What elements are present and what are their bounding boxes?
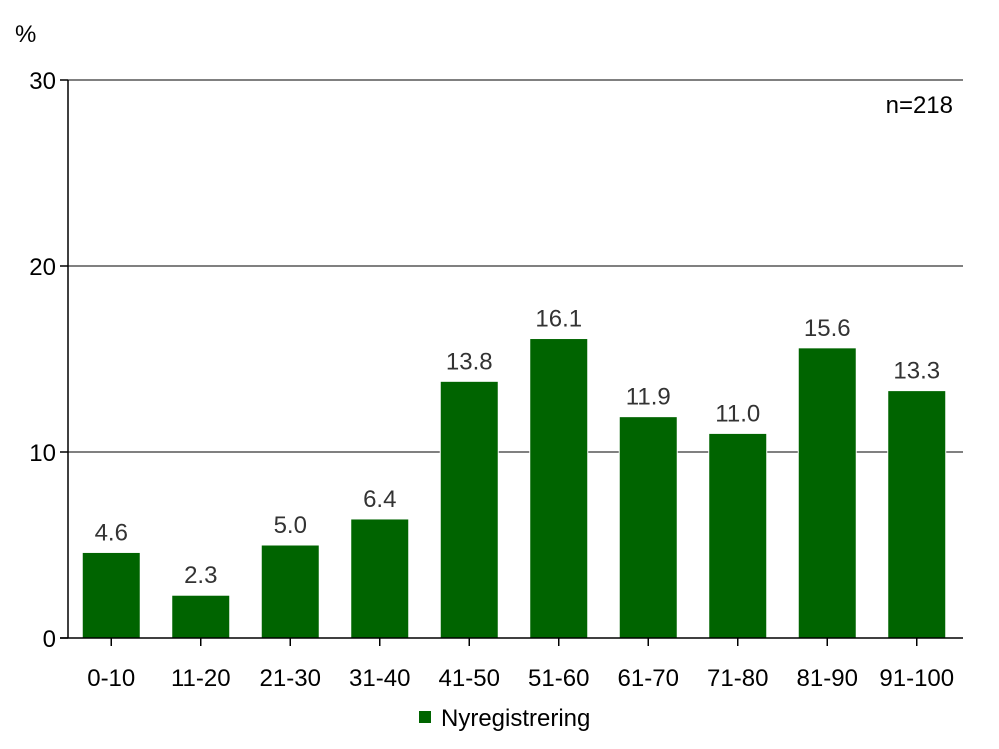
bar bbox=[708, 432, 768, 639]
bar bbox=[797, 347, 857, 639]
bar-value-label: 13.3 bbox=[893, 358, 940, 385]
bar-value-label: 13.8 bbox=[446, 348, 493, 375]
bar-value-label: 11.9 bbox=[626, 384, 671, 411]
bar-value-label: 11.0 bbox=[715, 400, 760, 427]
bar-value-label: 4.6 bbox=[95, 519, 128, 546]
bar-value-label: 15.6 bbox=[804, 315, 851, 342]
bar bbox=[887, 390, 947, 639]
x-tick-label: 81-90 bbox=[797, 665, 858, 692]
legend-swatch bbox=[419, 711, 431, 723]
y-axis-label: % bbox=[15, 21, 36, 48]
x-axis-ticks: 0-10 11-20 21-30 31-40 41-50 51-60 61-70 71-80 8… bbox=[87, 638, 954, 692]
bar bbox=[350, 518, 410, 639]
bar bbox=[439, 380, 499, 639]
bar bbox=[260, 544, 320, 639]
y-tick-label: 20 bbox=[29, 254, 56, 281]
y-tick-label: 30 bbox=[29, 68, 56, 95]
bar bbox=[81, 551, 141, 639]
y-axis-ticks: 0 10 20 30 bbox=[29, 68, 68, 653]
x-tick-label: 61-70 bbox=[618, 665, 679, 692]
bar-value-label: 16.1 bbox=[535, 306, 582, 333]
x-tick-label: 41-50 bbox=[439, 665, 500, 692]
legend-label: Nyregistrering bbox=[441, 705, 590, 732]
sample-size-annotation: n=218 bbox=[886, 92, 953, 119]
x-tick-label: 11-20 bbox=[171, 665, 231, 692]
bar-value-label: 2.3 bbox=[184, 562, 217, 589]
bar-value-labels: 4.6 2.3 5.0 6.4 13.8 16.1 11.9 11.0 15.6 13.3 bbox=[95, 306, 941, 590]
x-tick-label: 21-30 bbox=[260, 665, 321, 692]
y-tick-label: 0 bbox=[43, 626, 56, 653]
bar-value-label: 6.4 bbox=[363, 486, 396, 513]
y-tick-label: 10 bbox=[29, 440, 56, 467]
x-tick-label: 51-60 bbox=[528, 665, 589, 692]
bars bbox=[81, 338, 947, 639]
bar bbox=[171, 594, 231, 639]
x-tick-label: 31-40 bbox=[349, 665, 410, 692]
bar bbox=[618, 416, 678, 639]
bar bbox=[529, 338, 589, 639]
x-tick-label: 71-80 bbox=[707, 665, 768, 692]
x-tick-label: 91-100 bbox=[879, 665, 954, 692]
x-tick-label: 0-10 bbox=[87, 665, 135, 692]
bar-value-label: 5.0 bbox=[274, 512, 307, 539]
